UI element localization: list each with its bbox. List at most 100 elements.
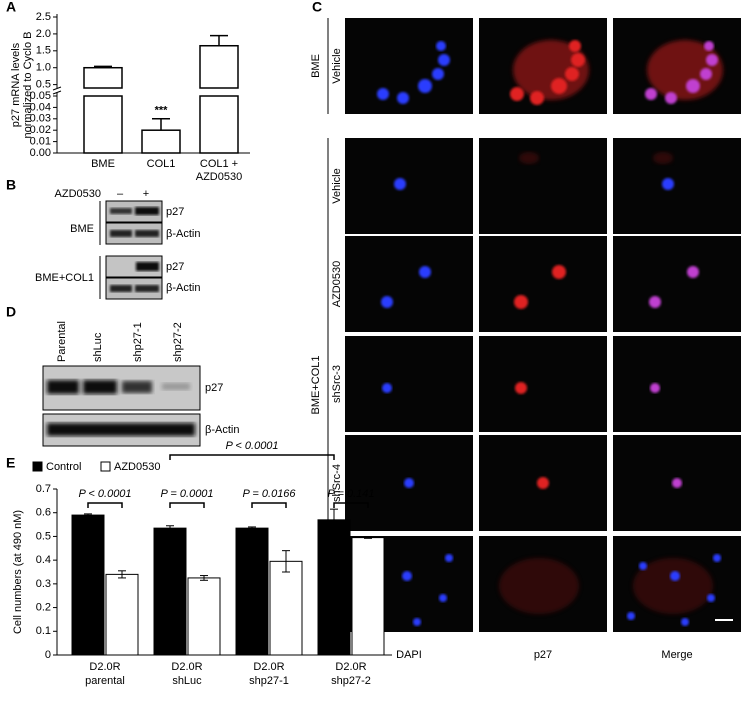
x-tick-label: shp27-1 — [249, 675, 289, 687]
y-tick-label: 0 — [45, 649, 51, 661]
bar — [317, 519, 351, 656]
nucleus — [413, 618, 421, 626]
cell-signal — [647, 40, 723, 100]
row-label: p27 — [205, 382, 223, 394]
lane-label: shp27-1 — [132, 322, 144, 362]
y-axis-label: normalized to Cyclo B — [22, 32, 34, 139]
blot — [105, 222, 163, 245]
micrograph-background — [479, 138, 607, 234]
axis-break — [52, 86, 62, 91]
y-tick-label: 0.2 — [36, 601, 51, 613]
nucleus — [432, 68, 444, 80]
micrograph — [613, 435, 741, 531]
y-tick-label: 0.5 — [36, 79, 51, 91]
nucleus — [650, 383, 660, 393]
band — [47, 423, 195, 436]
panel-b: AZD0530 – + BME p27 β-Actin BME+COL1 p27… — [35, 188, 200, 300]
lane-label: + — [143, 188, 149, 200]
y-tick-label: 0.5 — [36, 530, 51, 542]
nucleus — [404, 478, 414, 488]
group-label: BME+COL1 — [35, 272, 94, 284]
row-label: β-Actin — [166, 282, 200, 294]
bar — [71, 514, 105, 656]
y-tick-label: 2.0 — [36, 28, 51, 40]
micrograph-background — [345, 18, 473, 114]
micrograph — [613, 138, 741, 234]
column-label: Merge — [661, 649, 692, 661]
bar — [141, 129, 181, 154]
band — [135, 207, 159, 215]
micrograph — [613, 236, 741, 332]
significance-bracket — [87, 502, 123, 508]
row-label: shSrc-3 — [331, 365, 343, 403]
nucleus — [569, 40, 581, 52]
nucleus — [649, 296, 661, 308]
cell-signal — [633, 558, 713, 614]
nucleus — [552, 265, 566, 279]
micrograph — [345, 435, 473, 531]
annotation: P < 0.0001 — [78, 488, 131, 500]
micrograph — [613, 18, 741, 114]
x-tick-label: D2.0R — [253, 661, 284, 673]
nucleus — [510, 87, 524, 101]
lane-label: shp27-2 — [172, 322, 184, 362]
annotation: *** — [155, 105, 169, 117]
nucleus — [700, 68, 712, 80]
nucleus — [627, 612, 635, 620]
y-tick-label: 1.5 — [36, 45, 51, 57]
micrograph — [479, 336, 607, 432]
micrograph-background — [613, 138, 741, 234]
band — [135, 230, 159, 237]
micrograph-background — [345, 138, 473, 234]
blot — [105, 255, 163, 278]
x-tick-label: shp27-2 — [331, 675, 371, 687]
x-tick-label: parental — [85, 675, 125, 687]
bar — [351, 537, 385, 656]
micrograph — [613, 536, 741, 632]
significance-bracket — [333, 502, 369, 508]
nucleus — [397, 92, 409, 104]
nucleus — [394, 178, 406, 190]
cell-signal — [653, 152, 673, 164]
x-tick-label: AZD0530 — [196, 171, 242, 183]
significance-bracket — [169, 454, 335, 460]
nucleus — [436, 41, 446, 51]
nucleus — [662, 178, 674, 190]
y-tick-label: 0.00 — [30, 147, 51, 159]
significance-bracket — [251, 502, 287, 508]
nucleus — [713, 554, 721, 562]
lane-label: – — [117, 188, 124, 200]
cell-signal — [499, 558, 579, 614]
row-label: Vehicle — [331, 168, 343, 203]
x-tick-label: D2.0R — [171, 661, 202, 673]
y-tick-label: 2.5 — [36, 11, 51, 23]
nucleus — [706, 54, 718, 66]
row-label: AZD0530 — [331, 261, 343, 307]
blot — [105, 277, 163, 300]
annotation: P = 0.0001 — [160, 488, 213, 500]
lane-label: Parental — [56, 321, 68, 362]
micrograph — [613, 336, 741, 432]
cell-signal — [519, 152, 539, 164]
micrograph-background — [345, 236, 473, 332]
micrograph-background — [613, 236, 741, 332]
bar — [269, 560, 303, 656]
treatment-label: AZD0530 — [55, 188, 101, 200]
nucleus — [670, 571, 680, 581]
bar — [235, 527, 269, 656]
bar — [199, 95, 239, 154]
row-label: p27 — [166, 261, 184, 273]
nucleus — [419, 266, 431, 278]
band — [110, 208, 132, 214]
row-label: shSrc-4 — [331, 464, 343, 502]
axis-break — [52, 90, 62, 95]
band — [110, 230, 132, 237]
y-tick-label: 0.7 — [36, 483, 51, 495]
band — [110, 285, 132, 292]
bar — [105, 573, 139, 656]
annotation: P = 0.141 — [328, 488, 375, 500]
nucleus — [639, 562, 647, 570]
nucleus — [381, 296, 393, 308]
micrograph — [479, 236, 607, 332]
band — [83, 380, 117, 394]
